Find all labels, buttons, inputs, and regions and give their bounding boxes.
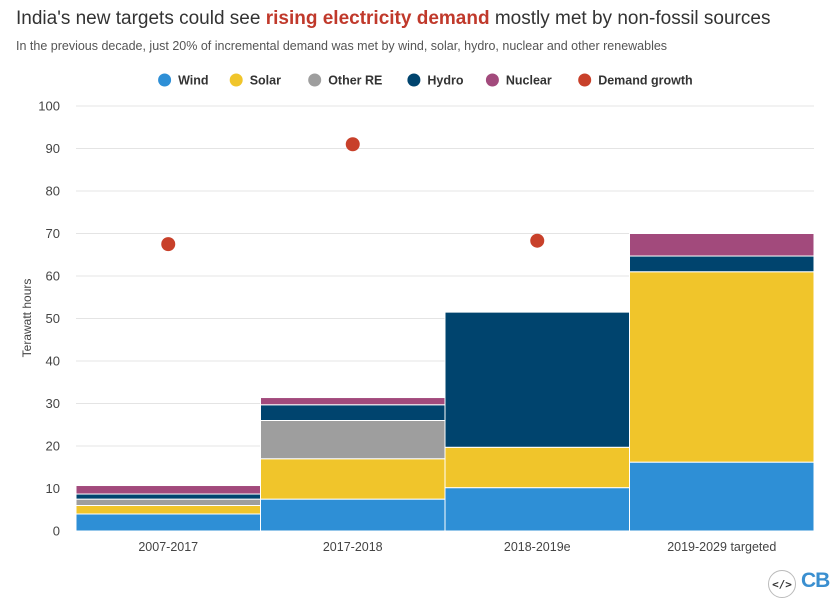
y-tick-label: 20 — [46, 439, 60, 454]
legend-label: Solar — [250, 74, 281, 88]
bar-segment-nuclear — [75, 485, 261, 495]
y-tick-label: 50 — [46, 311, 60, 326]
legend-label: Wind — [178, 74, 208, 88]
title-highlight: rising electricity demand — [265, 8, 490, 29]
bar-segment-nuclear — [260, 397, 446, 406]
x-tick-label: 2019-2029 targeted — [667, 540, 776, 554]
x-tick-label: 2007-2017 — [138, 540, 198, 554]
y-tick-label: 0 — [53, 524, 60, 539]
legend-swatch — [407, 73, 421, 87]
y-tick-label: 10 — [46, 481, 60, 496]
y-tick-label: 100 — [38, 99, 60, 114]
bar-segment-wind — [260, 498, 446, 532]
legend-label: Other RE — [328, 74, 382, 88]
bar-segment-wind — [444, 487, 630, 532]
bar-segment-other-re — [75, 498, 261, 506]
legend-label: Nuclear — [506, 74, 552, 88]
bar-segment-hydro — [75, 493, 261, 500]
legend-label: Hydro — [427, 74, 463, 88]
bar-segment-other-re — [260, 420, 446, 460]
bar-segment-hydro — [629, 255, 815, 273]
legend-swatch — [485, 73, 499, 87]
x-tick-label: 2018-2019e — [504, 540, 571, 554]
bar-segment-solar — [629, 271, 815, 463]
bar-segment-solar — [260, 458, 446, 500]
demand-growth-marker — [161, 237, 176, 252]
bar-segment-hydro — [444, 311, 630, 448]
legend-label: Demand growth — [598, 74, 692, 88]
carbon-brief-logo: CB — [801, 569, 830, 592]
legend-swatch — [229, 73, 243, 87]
y-tick-label: 60 — [46, 269, 60, 284]
demand-growth-marker — [530, 233, 545, 248]
bar-segment-solar — [75, 505, 261, 515]
y-axis-label: Terawatt hours — [20, 279, 34, 358]
legend-swatch — [308, 73, 322, 87]
chart-title: India's new targets could see rising ele… — [16, 8, 770, 30]
legend-swatch — [578, 73, 592, 87]
bar-segment-solar — [444, 446, 630, 489]
y-tick-label: 30 — [46, 396, 60, 411]
y-tick-label: 40 — [46, 354, 60, 369]
embed-code-icon[interactable]: </> — [768, 570, 796, 598]
title-suffix: mostly met by non-fossil sources — [489, 8, 771, 29]
bar-segment-hydro — [260, 404, 446, 421]
y-tick-label: 70 — [46, 226, 60, 241]
bar-segment-nuclear — [629, 233, 815, 257]
chart-subtitle: In the previous decade, just 20% of incr… — [16, 39, 668, 53]
x-tick-label: 2017-2018 — [323, 540, 383, 554]
legend-swatch — [158, 73, 172, 87]
bar-segment-wind — [75, 513, 261, 532]
bar-segment-wind — [629, 461, 815, 532]
y-tick-label: 80 — [46, 184, 60, 199]
demand-growth-marker — [345, 137, 360, 152]
y-tick-label: 90 — [46, 141, 60, 156]
title-prefix: India's new targets could see — [16, 8, 266, 29]
